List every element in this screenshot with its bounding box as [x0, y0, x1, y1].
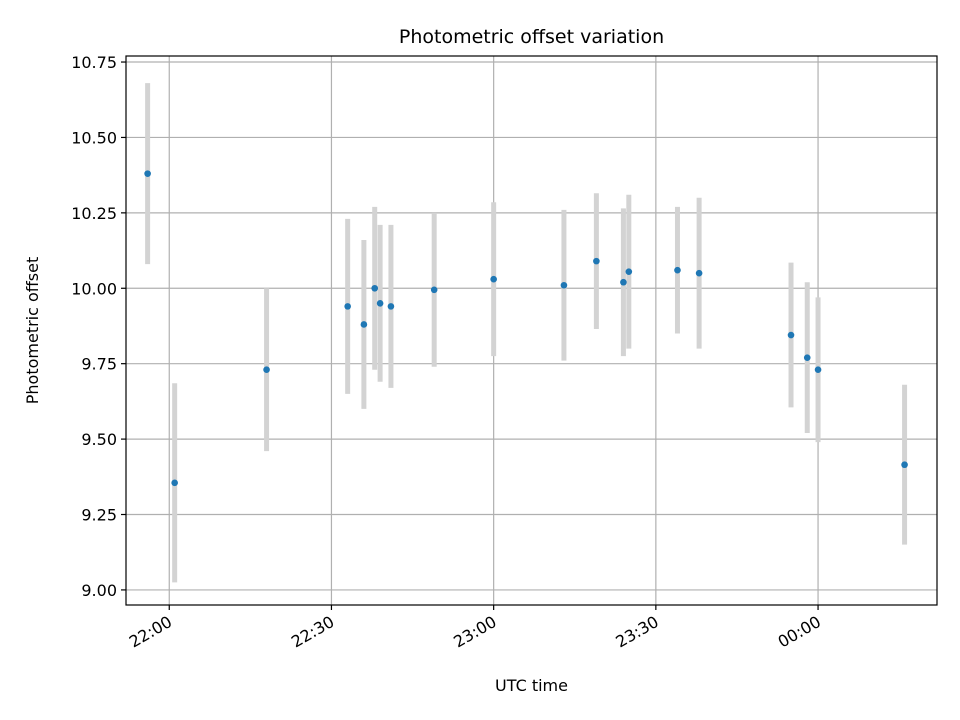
- data-point: [171, 479, 178, 487]
- y-axis: 9.00 9.25 9.50 9.75 10.00 10.25 10.50 10.75: [71, 53, 126, 600]
- y-tick-label: 10.50: [71, 128, 117, 147]
- grid: [126, 56, 937, 605]
- y-axis-label: Photometric offset: [23, 257, 42, 405]
- data-point: [901, 461, 908, 469]
- chart-title: Photometric offset variation: [399, 26, 664, 48]
- data-point: [593, 257, 600, 265]
- data-point: [695, 269, 703, 277]
- y-tick-label: 9.25: [81, 506, 117, 525]
- data-point: [620, 278, 627, 286]
- data-point: [490, 275, 497, 283]
- data-point: [360, 321, 368, 328]
- data-points: [144, 170, 908, 487]
- data-point: [814, 366, 822, 374]
- x-axis-label: UTC time: [495, 676, 568, 695]
- data-point: [674, 266, 681, 274]
- x-tick-label: 00:00: [775, 612, 824, 652]
- data-point: [787, 331, 795, 339]
- data-point: [387, 303, 395, 310]
- y-tick-label: 10.75: [71, 53, 117, 72]
- x-tick-label: 23:30: [612, 612, 661, 652]
- data-point: [371, 284, 379, 292]
- x-tick-label: 22:30: [288, 612, 337, 652]
- y-tick-label: 10.00: [71, 279, 117, 298]
- x-tick-label: 22:00: [126, 612, 175, 652]
- data-point: [263, 366, 270, 374]
- plot-frame: [125, 55, 938, 606]
- x-axis: 22:00 22:30 23:00 23:30 00:00: [126, 605, 824, 652]
- data-point: [430, 286, 438, 294]
- y-tick-label: 10.25: [71, 204, 117, 223]
- data-point: [803, 354, 811, 361]
- data-point: [625, 268, 633, 275]
- y-tick-label: 9.00: [81, 581, 117, 600]
- x-tick-label: 23:00: [450, 612, 499, 652]
- data-point: [560, 281, 568, 289]
- data-point: [344, 303, 351, 310]
- data-point: [144, 170, 151, 177]
- y-tick-label: 9.75: [81, 355, 117, 374]
- data-point: [376, 300, 384, 307]
- y-tick-label: 9.50: [81, 430, 117, 449]
